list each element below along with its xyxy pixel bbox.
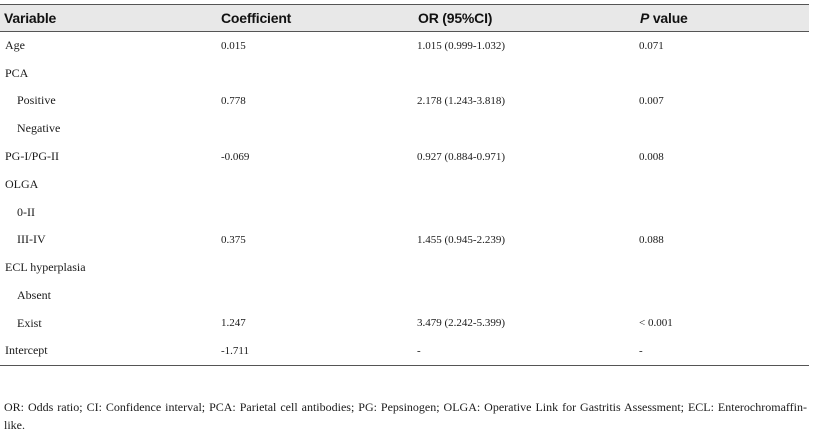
cell-or [414,115,636,143]
cell-coefficient [218,59,414,87]
cell-or [414,59,636,87]
cell-coefficient: -0.069 [221,150,250,163]
cell-variable: PCA [5,65,29,80]
cell-coefficient [218,198,414,226]
regression-table-container: Variable Coefficient OR (95%CI) P value … [0,4,809,366]
cell-p-value [636,198,809,226]
cell-or: - [414,337,636,366]
regression-table: Variable Coefficient OR (95%CI) P value … [0,4,809,366]
table-row: Age 0.015 1.015 (0.999-1.032) 0.071 [0,32,809,60]
cell-or [414,198,636,226]
cell-p-value: 0.071 [639,39,664,52]
header-p-rest: value [649,10,688,26]
table-header-row: Variable Coefficient OR (95%CI) P value [0,4,809,32]
cell-coefficient: 0.778 [221,94,246,107]
cell-coefficient: 0.375 [221,233,246,246]
table-footnote: OR: Odds ratio; CI: Confidence interval;… [4,400,807,432]
cell-variable: Intercept [0,337,218,366]
cell-or: 1.015 (0.999-1.032) [417,39,505,52]
cell-coefficient: -1.711 [218,337,414,366]
cell-p-value [636,115,809,143]
cell-coefficient [218,115,414,143]
cell-variable: Positive [17,93,56,108]
cell-or: 2.178 (1.243-3.818) [417,94,505,107]
table-row: III-IV 0.375 1.455 (0.945-2.239) 0.088 [0,226,809,254]
cell-coefficient [218,170,414,198]
cell-variable: III-IV [17,232,46,247]
cell-or: 0.927 (0.884-0.971) [417,150,505,163]
table-row: ECL hyperplasia [0,254,809,282]
cell-coefficient [218,282,414,310]
header-coefficient: Coefficient [218,4,414,32]
cell-p-value: - [636,337,809,366]
table-row: Negative [0,115,809,143]
table-row: 0-II [0,198,809,226]
table-row: Absent [0,282,809,310]
cell-variable: Negative [17,121,61,136]
table-row: Exist 1.247 3.479 (2.242-5.399) < 0.001 [0,309,809,337]
table-body: Age 0.015 1.015 (0.999-1.032) 0.071 PCA Posit… [0,32,809,366]
header-or: OR (95%CI) [414,4,636,32]
table-row: Positive 0.778 2.178 (1.243-3.818) 0.007 [0,87,809,115]
header-p-value: P value [636,4,809,32]
table-row: PG-I/PG-II -0.069 0.927 (0.884-0.971) 0.008 [0,143,809,171]
header-variable: Variable [0,4,218,32]
cell-or [414,282,636,310]
cell-coefficient [218,254,414,282]
cell-p-value [636,282,809,310]
table-row: OLGA [0,170,809,198]
cell-or [414,254,636,282]
cell-p-value: 0.088 [639,233,664,246]
cell-p-value: < 0.001 [639,317,673,330]
cell-variable: 0-II [17,204,35,219]
cell-or: 3.479 (2.242-5.399) [417,317,505,330]
table-row: Intercept -1.711- - [0,337,809,366]
cell-p-value [636,254,809,282]
cell-variable: ECL hyperplasia [5,260,86,275]
table-row: PCA [0,59,809,87]
cell-p-value: 0.007 [639,94,664,107]
cell-p-value: 0.008 [639,150,664,163]
cell-variable: PG-I/PG-II [5,149,59,164]
cell-variable: Exist [17,315,42,330]
cell-p-value [636,170,809,198]
cell-or [414,170,636,198]
header-p-italic: P [640,10,650,26]
cell-variable: Age [5,38,25,53]
cell-variable: OLGA [5,176,39,191]
cell-p-value [636,59,809,87]
cell-variable: Absent [17,288,51,303]
cell-or: 1.455 (0.945-2.239) [417,233,505,246]
cell-coefficient: 1.247 [221,317,246,330]
cell-coefficient: 0.015 [221,39,246,52]
